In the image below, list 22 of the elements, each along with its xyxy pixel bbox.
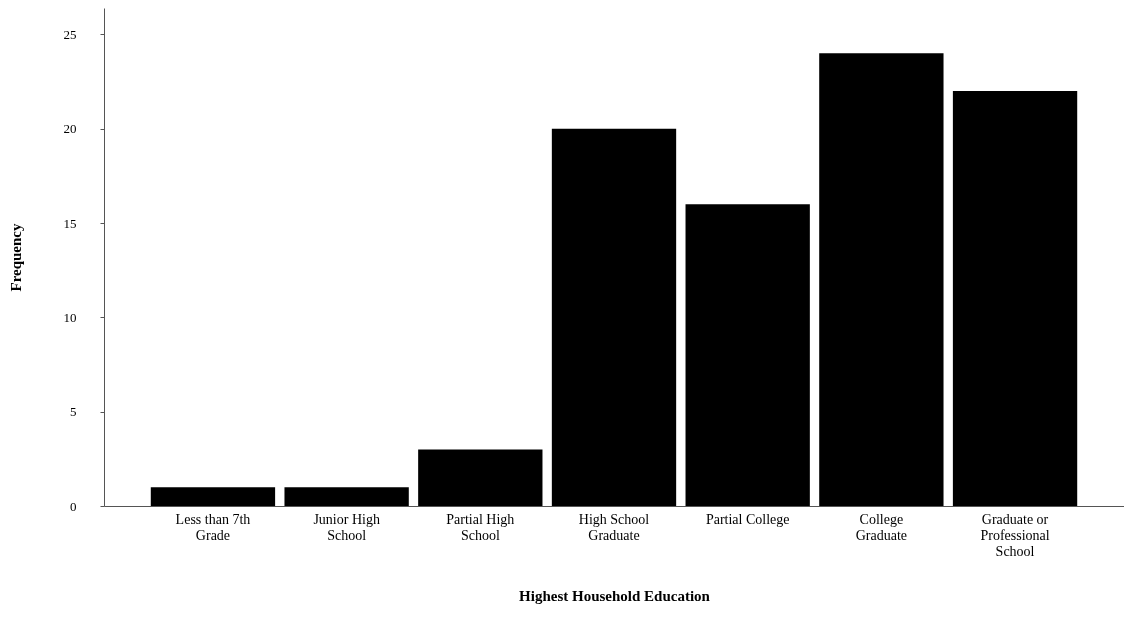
x-tick-label: College Graduate [855,511,908,543]
bar [418,449,543,506]
y-tick-label: 10 [63,309,77,325]
y-axis-title: Frequency [7,222,24,292]
bar [150,487,276,506]
bar [819,53,944,506]
y-tick-label: 5 [70,404,77,420]
bar [551,128,677,506]
bar [284,487,409,506]
y-tick-label: 25 [63,26,77,42]
y-tick-label: 0 [70,498,77,514]
x-tick-label: High School Graduate [578,511,650,543]
x-tick-label: Partial College [705,511,790,527]
x-axis-title: Highest Household Education [519,587,711,604]
bar [685,204,810,506]
x-tick-label: Partial High School [446,511,515,543]
x-tick-label: Less than 7th Grade [175,511,251,543]
x-tick-label: Junior High School [313,511,380,543]
y-tick-label: 15 [63,215,77,231]
bar [952,91,1078,506]
y-tick-label: 20 [63,121,77,137]
x-tick-label: Graduate or Professional School [980,511,1050,559]
